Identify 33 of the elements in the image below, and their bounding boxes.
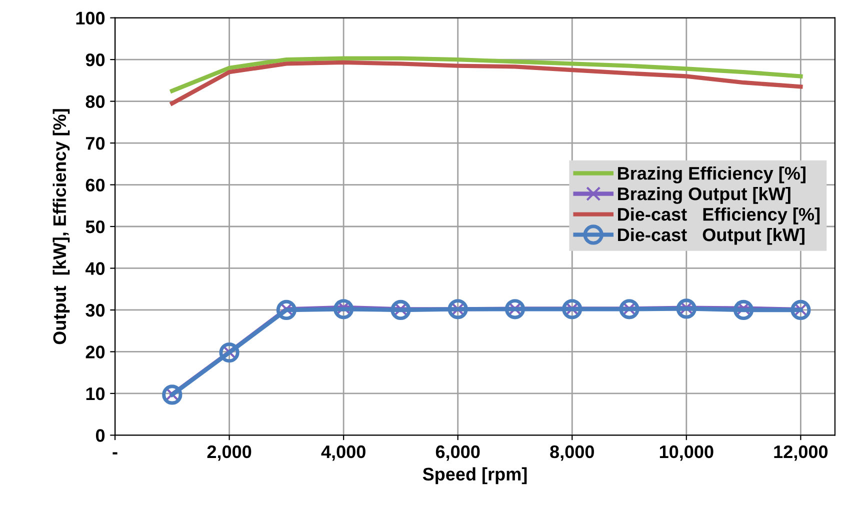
y-tick-label: 10: [86, 387, 105, 400]
x-tick-label: 2,000: [207, 445, 252, 461]
x-tick-label: 10,000: [660, 445, 714, 461]
y-tick-label: 30: [86, 304, 105, 317]
legend-label: Brazing Efficiency [%]: [618, 166, 806, 184]
y-tick-label: 20: [86, 346, 105, 358]
point: [733, 300, 754, 320]
x-tick-label: 4,000: [321, 445, 366, 461]
y-tick-label: 80: [86, 95, 105, 108]
y-tick-label: 90: [86, 53, 105, 66]
point: [334, 299, 354, 320]
line-series: [170, 56, 803, 93]
y-tick-label: 0: [96, 429, 105, 442]
y-axis-title: Output [kW], Efficiency [%]: [52, 109, 70, 344]
y-tick-label: 40: [85, 262, 105, 275]
x-tick-label: -: [112, 452, 118, 454]
point: [276, 300, 297, 320]
y-tick-label: 100: [76, 12, 105, 25]
y-tick-label: 70: [86, 136, 105, 150]
legend-label: Brazing Output [kW]: [618, 187, 790, 204]
point: [390, 300, 411, 320]
x-tick-label: 12,000: [774, 445, 828, 461]
y-tick-label: 50: [86, 220, 105, 234]
point: [790, 300, 811, 320]
y-tick-label: 60: [86, 178, 105, 192]
point: [219, 342, 240, 363]
x-tick-label: 8,000: [550, 445, 594, 461]
x-axis-title: Speed [rpm]: [422, 467, 527, 484]
x-tick-label: 6,000: [436, 445, 480, 461]
point: [676, 298, 696, 319]
legend-label: Die-cast Efficiency [%]: [618, 208, 820, 224]
legend-label: Die-cast Output [kW]: [618, 228, 804, 245]
line-series: [170, 60, 803, 106]
